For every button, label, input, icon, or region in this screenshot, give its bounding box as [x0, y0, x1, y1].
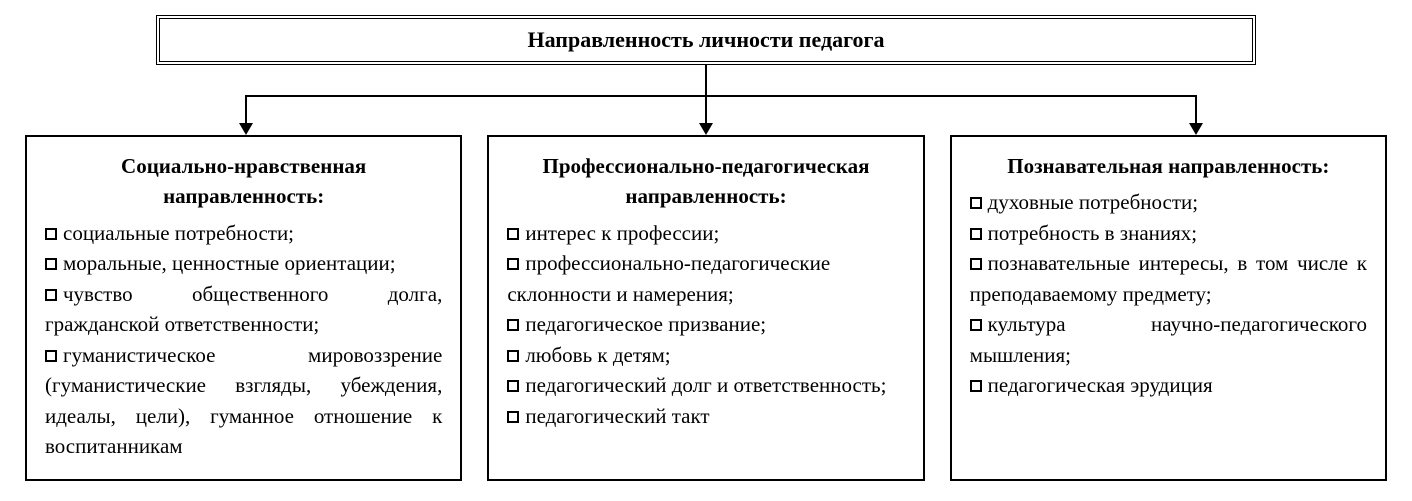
list-item: интерес к профессии; — [507, 218, 904, 248]
category-box-professional: Профессионально-педагогическая направлен… — [487, 135, 924, 481]
connector-stem — [705, 65, 707, 95]
item-text: моральные, ценностные ориентации; — [63, 251, 396, 275]
list-item: чувство общественного долга, гражданской… — [45, 279, 442, 340]
diagram-title-box: Направленность личности педагога — [156, 15, 1256, 65]
checkbox-icon — [970, 197, 982, 209]
item-text: духовные потребности; — [988, 190, 1198, 214]
category-title: Профессионально-педагогическая направлен… — [507, 151, 904, 212]
list-item: профессионально-педагогические склонност… — [507, 248, 904, 309]
checkbox-icon — [507, 380, 519, 392]
item-text: гуманистическое мировоззрение (гуманисти… — [45, 343, 442, 458]
connector-area — [25, 65, 1387, 135]
checkbox-icon — [970, 258, 982, 270]
category-title: Социально-нравственная направленность: — [45, 151, 442, 212]
diagram-title: Направленность личности педагога — [527, 27, 884, 52]
item-text: культура научно-педагогического мышления… — [970, 312, 1367, 366]
arrow-middle — [699, 123, 713, 135]
item-text: интерес к профессии; — [525, 221, 719, 245]
list-item: социальные потребности; — [45, 218, 442, 248]
item-text: педагогический долг и ответственность; — [525, 373, 886, 397]
connector-drop-right — [1195, 95, 1197, 125]
list-item: педагогический долг и ответственность; — [507, 370, 904, 400]
checkbox-icon — [970, 319, 982, 331]
item-text: познавательные интересы, в том числе к п… — [970, 251, 1367, 305]
connector-horizontal — [245, 95, 1195, 97]
connector-drop-middle — [705, 95, 707, 125]
item-text: педагогический такт — [525, 404, 709, 428]
list-item: познавательные интересы, в том числе к п… — [970, 248, 1367, 309]
item-text: чувство общественного долга, гражданской… — [45, 282, 442, 336]
arrow-left — [239, 123, 253, 135]
list-item: культура научно-педагогического мышления… — [970, 309, 1367, 370]
category-box-cognitive: Познавательная направленность: духовные … — [950, 135, 1387, 481]
connector-drop-left — [245, 95, 247, 125]
checkbox-icon — [45, 289, 57, 301]
checkbox-icon — [45, 258, 57, 270]
list-item: педагогический такт — [507, 401, 904, 431]
item-text: любовь к детям; — [525, 343, 670, 367]
list-item: моральные, ценностные ориентации; — [45, 248, 442, 278]
checkbox-icon — [507, 350, 519, 362]
item-text: педагогическая эрудиция — [988, 373, 1213, 397]
checkbox-icon — [507, 319, 519, 331]
checkbox-icon — [970, 380, 982, 392]
category-box-social: Социально-нравственная направленность: с… — [25, 135, 462, 481]
checkbox-icon — [45, 228, 57, 240]
list-item: педагогическое призвание; — [507, 309, 904, 339]
arrow-right — [1189, 123, 1203, 135]
category-title: Познавательная направленность: — [970, 151, 1367, 181]
item-text: социальные потребности; — [63, 221, 294, 245]
list-item: педагогическая эрудиция — [970, 370, 1367, 400]
item-text: потребность в знаниях; — [988, 221, 1197, 245]
checkbox-icon — [970, 228, 982, 240]
list-item: духовные потребности; — [970, 187, 1367, 217]
item-text: педагогическое призвание; — [525, 312, 766, 336]
checkbox-icon — [45, 350, 57, 362]
checkbox-icon — [507, 411, 519, 423]
checkbox-icon — [507, 258, 519, 270]
checkbox-icon — [507, 228, 519, 240]
list-item: гуманистическое мировоззрение (гуманисти… — [45, 340, 442, 462]
list-item: любовь к детям; — [507, 340, 904, 370]
list-item: потребность в знаниях; — [970, 218, 1367, 248]
item-text: профессионально-педагогические склонност… — [507, 251, 830, 305]
categories-row: Социально-нравственная направленность: с… — [25, 135, 1387, 481]
